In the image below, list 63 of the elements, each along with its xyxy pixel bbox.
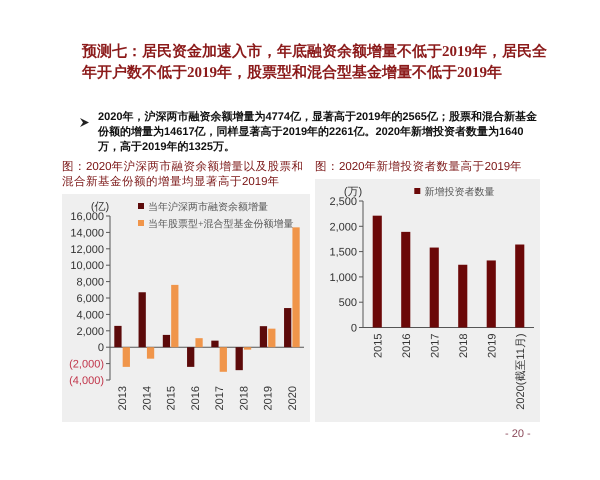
- bar: [430, 248, 439, 328]
- chart-title: 图：2020年新增投资者数量高于2019年: [315, 160, 524, 175]
- bar: [244, 347, 252, 350]
- y-tick-label: 8,000: [76, 276, 104, 289]
- bar: [195, 338, 203, 348]
- y-axis-title: (万): [344, 186, 362, 198]
- x-tick-label: 2015: [372, 334, 384, 358]
- bar: [236, 347, 243, 370]
- chart-title: 图：2020年沪深两市融资余额增量以及股票和混合新基金份额的增量均显著高于2019年: [62, 160, 305, 190]
- bar: [187, 347, 194, 367]
- y-tick-label: 0: [350, 322, 357, 334]
- bar: [515, 244, 524, 328]
- y-tick-label: (2,000): [69, 358, 104, 371]
- bar: [372, 216, 382, 328]
- bar: [401, 232, 410, 328]
- bar: [260, 326, 268, 348]
- y-tick-label: 2,500: [329, 196, 357, 208]
- text: 预测七：居民资金加速入市，年底融资余额增量不低于2019年，居民全年开户数不低于2019年，股票型和混合型基金增量不低于2019年: [82, 42, 548, 83]
- y-tick-label: 4,000: [76, 309, 104, 322]
- x-tick-label: 2013: [117, 386, 130, 410]
- y-tick-label: 6,000: [76, 293, 104, 305]
- x-tick-label: 2014: [141, 386, 154, 410]
- bar: [458, 264, 468, 328]
- text: - 20 -: [505, 428, 531, 440]
- legend-label: 当年沪深两市融资余额增量: [148, 201, 268, 213]
- x-tick-label: 2020: [286, 386, 299, 410]
- bar: [146, 347, 154, 359]
- y-tick-label: 1,500: [329, 246, 357, 259]
- x-tick-label: 2018: [458, 334, 470, 358]
- bar: [268, 328, 276, 348]
- x-tick-label: 2016: [190, 386, 202, 410]
- bar: [220, 347, 227, 372]
- y-tick-label: 10,000: [70, 260, 104, 272]
- x-tick-label: 2017: [429, 334, 442, 358]
- legend-label: 新增投资者数量: [424, 186, 494, 198]
- y-tick-label: 14,000: [70, 227, 104, 240]
- bar: [292, 227, 300, 348]
- y-tick-label: 16,000: [70, 211, 104, 223]
- bar: [171, 284, 178, 348]
- bar: [162, 334, 170, 348]
- y-tick-label: 500: [338, 297, 357, 310]
- x-tick-label: 2019: [486, 334, 498, 358]
- bar: [284, 308, 292, 348]
- bar: [486, 260, 496, 328]
- y-tick-label: 12,000: [70, 244, 104, 256]
- x-tick-label: 2016: [400, 334, 413, 358]
- y-tick-label: 0: [98, 342, 104, 354]
- y-tick-label: (4,000): [69, 375, 104, 387]
- y-tick-label: 2,000: [76, 326, 104, 338]
- x-tick-label: 2020(截至11月): [514, 334, 527, 410]
- y-tick-label: 1,000: [329, 272, 357, 284]
- x-tick-label: 2015: [166, 386, 178, 410]
- bar: [114, 326, 122, 348]
- text: 2020年，沪深两市融资余额增量为4774亿，显著高于2019年的2565亿；股票和混合新基金份额的增量为14617亿，同样显著高于2019年的2261亿。2020年新增投资者数量为1640万，高于2019年的1325万。: [98, 110, 538, 155]
- x-tick-label: 2018: [238, 386, 250, 410]
- y-tick-label: 2,000: [329, 221, 357, 234]
- x-tick-label: 2019: [262, 386, 275, 410]
- bar: [211, 340, 219, 348]
- bar: [122, 347, 130, 367]
- y-axis-title: (亿): [90, 201, 110, 213]
- bar: [138, 292, 146, 348]
- legend-label: 当年股票型+混合型基金份额增量: [148, 218, 294, 230]
- x-tick-label: 2017: [214, 386, 226, 410]
